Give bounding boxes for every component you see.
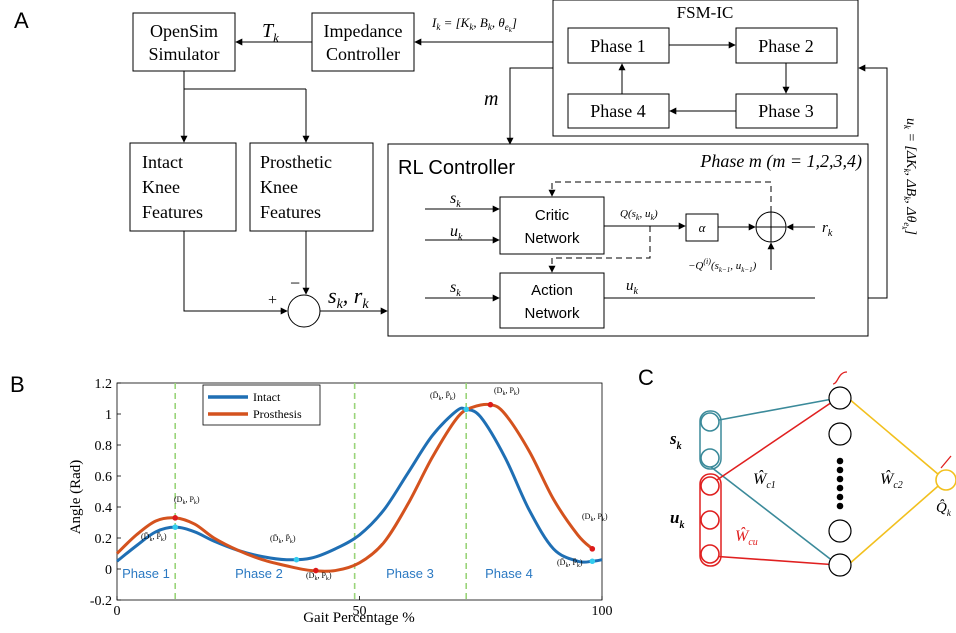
legend-prosthesis-label: Prosthesis — [253, 407, 302, 421]
linear-icon — [941, 456, 951, 468]
intact-key-point-1 — [172, 524, 178, 530]
tk-label: Tk — [262, 20, 279, 45]
prosthesis-key-point-1 — [172, 515, 178, 521]
phase3-label: Phase 3 — [758, 101, 814, 121]
panel-a-label: A — [14, 8, 29, 33]
sk-node-label: sk — [669, 429, 682, 452]
arrow-fsm-rl — [510, 68, 553, 144]
critic-l1: Critic — [535, 207, 570, 224]
alpha-label: α — [699, 220, 707, 235]
y-tick-label-5: 0.8 — [95, 439, 113, 454]
intact-key-point-3 — [463, 407, 469, 413]
sigmoid-icon — [833, 372, 847, 384]
impedance-line1: Impedance — [324, 21, 403, 41]
plus-sign: + — [268, 292, 277, 309]
qk-label: Q̂k — [936, 499, 952, 518]
minus-sign: − — [290, 273, 300, 293]
wcu-label: Ŵcu — [735, 526, 758, 548]
s-node-1 — [701, 413, 719, 431]
y-tick-label-6: 1 — [105, 408, 112, 423]
conn-u-top — [711, 398, 838, 484]
phase1-label: Phase 1 — [590, 36, 646, 56]
m-label: m — [484, 88, 498, 110]
chart-phase2-label: Phase 2 — [235, 566, 283, 581]
panel-c-label: C — [638, 365, 654, 390]
x-tick-label-2: 100 — [592, 604, 613, 619]
intact-l1: Intact — [142, 152, 183, 172]
s-node-2 — [701, 449, 719, 467]
ik-label: Ik = [Kk, Bk, θek] — [431, 15, 517, 34]
wc1-label: Ŵc1 — [753, 469, 776, 491]
panel-b-label: B — [10, 372, 25, 397]
chart-phase1-label: Phase 1 — [122, 566, 170, 581]
u-node-2 — [701, 511, 719, 529]
intact-l3: Features — [142, 202, 203, 222]
prosthesis-key-point-4 — [590, 546, 596, 552]
uk-node-label: uk — [670, 508, 684, 531]
y-tick-label-4: 0.6 — [95, 470, 113, 485]
y-tick-label-7: 1.2 — [95, 377, 113, 392]
uk-side-label: uk = [ΔKk, ΔBk, Δθek] — [900, 118, 918, 235]
hidden-node-4 — [829, 554, 851, 576]
chart-phase4-label: Phase 4 — [485, 566, 533, 581]
prosthesis-key-point-3 — [488, 402, 494, 408]
panel-a: A OpenSim Simulator Impedance Controller… — [14, 0, 918, 336]
prosthetic-l2: Knee — [260, 177, 298, 197]
phase-m-label: Phase m (m = 1,2,3,4) — [699, 151, 862, 172]
conn-u-bottom — [711, 556, 838, 565]
sk-rk-label: sk, rk — [328, 283, 369, 312]
conn-out-top — [848, 398, 945, 480]
prosthetic-l3: Features — [260, 202, 321, 222]
opensim-line2: Simulator — [149, 44, 220, 64]
chart-phase3-label: Phase 3 — [386, 566, 434, 581]
intact-key-point-4 — [590, 558, 596, 564]
gait-chart: -0.200.20.40.60.811.20 50 100 — [90, 377, 613, 619]
output-node — [936, 470, 956, 490]
action-l1: Action — [531, 282, 573, 299]
legend-intact-label: Intact — [253, 390, 281, 404]
conn-s-top — [719, 398, 838, 420]
wc2-label: Ŵc2 — [880, 469, 903, 491]
y-tick-label-1: 0 — [105, 563, 112, 578]
fsm-title: FSM-IC — [677, 3, 734, 22]
panel-b: B -0.200.20.40.60.811.20 50 100 Angle (Rad… — [10, 372, 613, 626]
phase2-label: Phase 2 — [758, 36, 814, 56]
hidden-node-1 — [829, 387, 851, 409]
prosthetic-l1: Prosthetic — [260, 152, 332, 172]
rl-title: RL Controller — [398, 157, 515, 179]
opensim-line1: OpenSim — [150, 21, 218, 41]
intact-key-point-2 — [294, 557, 300, 563]
y-tick-label-0: -0.2 — [90, 594, 112, 609]
u-node-1 — [701, 477, 719, 495]
y-tick-label-2: 0.2 — [95, 532, 113, 547]
intact-l2: Knee — [142, 177, 180, 197]
u-node-3 — [701, 545, 719, 563]
chart-xlabel: Gait Percentage % — [303, 610, 415, 626]
hidden-ellipsis — [837, 458, 844, 510]
hidden-node-2 — [829, 423, 851, 445]
impedance-line2: Controller — [326, 44, 400, 64]
hidden-node-3 — [829, 520, 851, 542]
phase4-label: Phase 4 — [590, 101, 646, 121]
conn-out-bottom — [848, 480, 945, 565]
critic-l2: Network — [524, 230, 580, 247]
x-tick-label-0: 0 — [114, 604, 121, 619]
sum-junction — [288, 295, 320, 327]
action-l2: Network — [524, 305, 580, 322]
chart-ylabel: Angle (Rad) — [68, 460, 84, 535]
y-tick-label-3: 0.4 — [95, 501, 113, 516]
panel-c: C sk uk Ŵc1 Ŵc2 — [638, 365, 956, 576]
